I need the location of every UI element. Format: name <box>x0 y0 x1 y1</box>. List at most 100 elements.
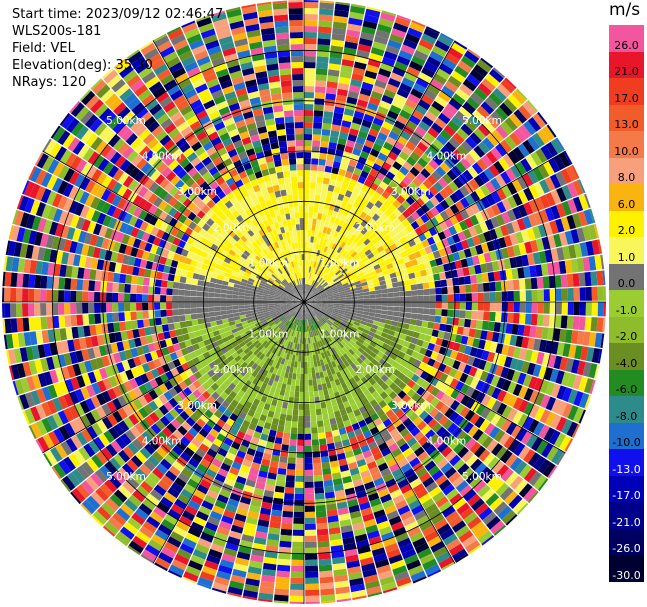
gate-cell <box>94 302 101 313</box>
gate-cell <box>319 346 324 354</box>
gate-cell <box>192 549 208 560</box>
gate-cell <box>270 323 276 329</box>
gate-cell <box>392 161 403 171</box>
gate-cell <box>372 382 381 391</box>
gate-cell <box>523 266 531 278</box>
gate-cell <box>318 14 333 22</box>
gate-cell <box>346 456 356 465</box>
gate-cell <box>428 227 438 237</box>
gate-cell <box>281 332 286 339</box>
gate-cell <box>340 278 347 283</box>
gate-cell <box>304 367 308 374</box>
gate-cell <box>262 562 277 571</box>
gate-cell <box>64 290 71 302</box>
gate-cell <box>305 559 318 566</box>
gate-cell <box>368 218 376 226</box>
gate-cell <box>231 441 241 450</box>
gate-cell <box>448 47 464 60</box>
gate-cell <box>300 307 303 314</box>
gate-cell <box>406 266 414 274</box>
gate-cell <box>214 293 221 298</box>
gate-cell <box>220 366 229 375</box>
gate-cell <box>506 368 516 381</box>
gate-cell <box>441 302 448 309</box>
gate-cell <box>281 383 287 390</box>
gate-cell <box>362 450 373 459</box>
gate-cell <box>324 233 330 241</box>
gate-cell <box>420 380 430 390</box>
gate-cell <box>328 300 334 302</box>
gate-cell <box>585 240 595 256</box>
gate-cell <box>518 105 532 120</box>
gate-cell <box>590 317 598 332</box>
gate-cell <box>106 302 113 313</box>
gate-cell <box>477 530 493 544</box>
gate-cell <box>208 311 216 317</box>
gate-cell <box>379 427 389 437</box>
gate-cell <box>363 430 373 439</box>
gate-cell <box>381 293 388 298</box>
gate-cell <box>280 338 285 345</box>
gate-cell <box>386 334 394 341</box>
gate-cell <box>404 285 412 291</box>
gate-cell <box>397 222 406 232</box>
gate-cell <box>321 280 327 286</box>
gate-cell <box>309 200 315 207</box>
gate-cell <box>513 442 526 457</box>
gate-cell <box>331 243 337 250</box>
gate-cell <box>272 503 283 511</box>
gate-cell <box>518 399 529 413</box>
gate-cell <box>227 498 240 508</box>
gate-cell <box>265 326 272 333</box>
gate-cell <box>372 320 380 326</box>
gate-cell <box>208 404 218 414</box>
gate-cell <box>389 428 400 438</box>
gate-cell <box>355 414 364 423</box>
gate-cell <box>249 560 263 569</box>
gate-cell <box>473 480 487 493</box>
gate-cell <box>389 104 402 115</box>
gate-cell <box>381 190 391 200</box>
gate-cell <box>112 512 127 526</box>
gate-cell <box>214 311 221 317</box>
gate-cell <box>432 138 444 150</box>
gate-cell <box>533 421 545 436</box>
gate-cell <box>306 307 310 313</box>
gate-cell <box>379 280 387 286</box>
gate-cell <box>496 377 506 389</box>
gate-cell <box>330 216 336 224</box>
gate-cell <box>362 311 370 316</box>
gate-cell <box>426 56 441 68</box>
gate-cell <box>585 286 592 301</box>
gate-cell <box>533 474 547 490</box>
gate-cell <box>347 411 356 420</box>
gate-cell <box>309 349 313 356</box>
gate-cell <box>369 245 377 253</box>
gate-cell <box>375 558 390 569</box>
gate-cell <box>319 8 334 16</box>
gate-cell <box>244 522 257 531</box>
gate-cell <box>466 73 481 87</box>
gate-cell <box>344 170 353 179</box>
gate-cell <box>295 475 304 482</box>
gate-cell <box>271 399 278 407</box>
gate-cell <box>322 467 332 475</box>
gate-cell <box>326 227 332 235</box>
gate-cell <box>178 315 186 322</box>
gate-cell <box>365 580 381 590</box>
gate-cell <box>240 369 248 377</box>
gate-cell <box>416 353 425 362</box>
gate-cell <box>308 254 312 261</box>
gate-cell <box>315 341 319 349</box>
gate-cell <box>341 395 348 403</box>
gate-cell <box>353 110 365 120</box>
gate-cell <box>333 294 340 298</box>
gate-cell <box>400 345 409 354</box>
gate-cell <box>532 113 546 129</box>
gate-cell <box>335 199 343 207</box>
gate-cell <box>280 528 293 536</box>
gate-cell <box>472 357 481 368</box>
gate-cell <box>260 330 267 336</box>
gate-cell <box>316 522 328 530</box>
gate-cell <box>304 355 308 362</box>
